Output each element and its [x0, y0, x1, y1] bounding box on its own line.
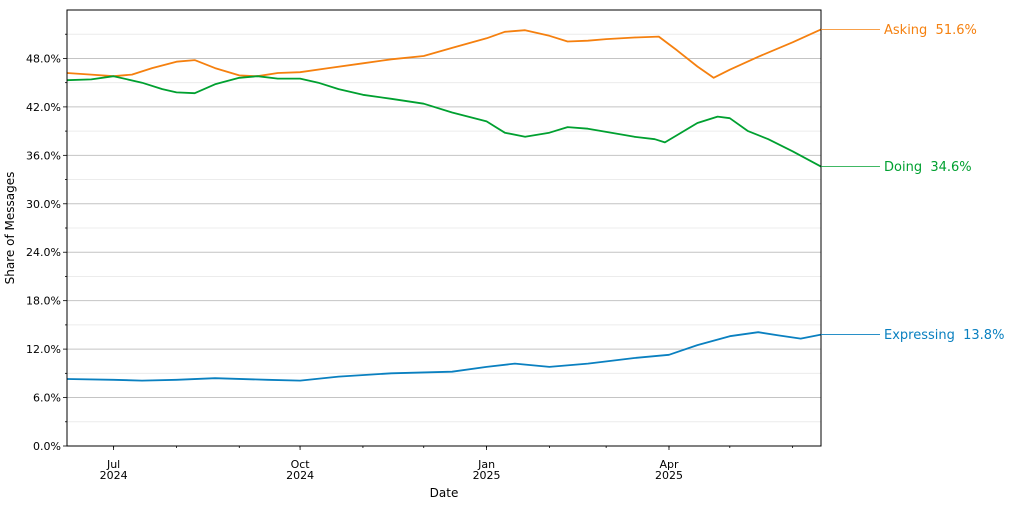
y-tick-label: 0.0% — [33, 440, 61, 453]
end-label-doing: Doing 34.6% — [884, 160, 972, 175]
end-label-expressing: Expressing 13.8% — [884, 328, 1004, 343]
end-label-asking: Asking 51.6% — [884, 23, 977, 38]
x-tick-label: Oct — [291, 458, 311, 471]
y-tick-label: 6.0% — [33, 392, 61, 405]
y-tick-label: 12.0% — [26, 343, 61, 356]
y-axis-title: Share of Messages — [3, 172, 17, 285]
series-line-expressing — [66, 331, 822, 382]
x-tick-year: 2024 — [286, 469, 314, 482]
x-tick-label: Jul — [106, 458, 120, 471]
series-end-labels: Asking 51.6% Doing 34.6% Expressing 13.8% — [821, 23, 1004, 343]
x-tick-label: Apr — [659, 458, 679, 471]
series-line-asking — [66, 28, 822, 79]
minor-gridlines — [67, 33, 821, 423]
x-tick-year: 2024 — [100, 469, 128, 482]
x-tick-year: 2025 — [655, 469, 683, 482]
y-axis: 0.0% 6.0% 12.0% 18.0% 24.0% 30.0% 36.0% 42.0% 48… — [26, 33, 67, 453]
series-line-doing — [66, 75, 822, 168]
series-lines — [66, 28, 822, 382]
y-tick-label: 36.0% — [26, 149, 61, 162]
y-tick-label: 18.0% — [26, 295, 61, 308]
x-axis-title: Date — [430, 486, 459, 500]
y-tick-label: 42.0% — [26, 101, 61, 114]
y-tick-label: 48.0% — [26, 52, 61, 65]
x-tick-label: Jan — [477, 458, 495, 471]
y-tick-label: 30.0% — [26, 198, 61, 211]
major-gridlines — [67, 57, 821, 447]
y-tick-label: 24.0% — [26, 246, 61, 259]
x-tick-year: 2025 — [473, 469, 501, 482]
